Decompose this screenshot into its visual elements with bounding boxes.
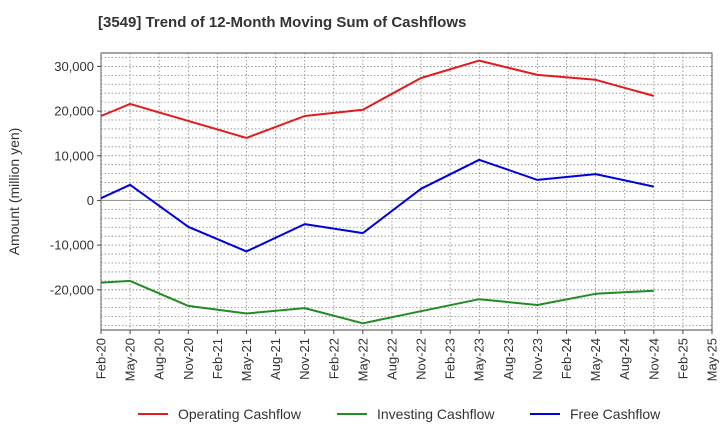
y-axis-title: Amount (million yen) — [6, 128, 22, 256]
x-tick-label: Nov-21 — [297, 338, 312, 380]
x-tick-label: Nov-20 — [181, 338, 196, 380]
series-line — [100, 59, 655, 139]
x-tick-label: Nov-24 — [646, 338, 661, 380]
x-tick-label: Feb-25 — [675, 338, 690, 379]
legend-label: Free Cashflow — [570, 406, 661, 422]
y-tick-label: 30,000 — [54, 59, 94, 74]
x-tick-label: Feb-24 — [559, 338, 574, 379]
y-tick-label: 0 — [87, 193, 94, 208]
x-tick-label: Feb-21 — [210, 338, 225, 379]
y-tick-label: -20,000 — [50, 282, 94, 297]
x-tick-label: Aug-23 — [501, 338, 516, 380]
legend-label: Investing Cashflow — [377, 406, 495, 422]
x-tick-label: Aug-22 — [384, 338, 399, 380]
series-line — [100, 158, 655, 253]
x-tick-label: Aug-24 — [617, 338, 632, 380]
x-tick-label: Feb-23 — [443, 338, 458, 379]
x-tick-label: Aug-20 — [152, 338, 167, 380]
y-tick-label: 10,000 — [54, 148, 94, 163]
series-line — [100, 279, 654, 325]
x-tick-label: May-22 — [355, 338, 370, 381]
chart-title: [3549] Trend of 12-Month Moving Sum of C… — [98, 14, 467, 31]
legend-label: Operating Cashflow — [178, 406, 302, 422]
series-layer — [100, 59, 655, 325]
x-tick-label: Feb-22 — [326, 338, 341, 379]
x-tick-label: Nov-22 — [414, 338, 429, 380]
x-tick-label: May-20 — [123, 338, 138, 381]
x-tick-label: May-24 — [588, 338, 603, 381]
x-tick-label: Feb-20 — [94, 338, 109, 379]
x-tick-label: Nov-23 — [530, 338, 545, 380]
legend: Operating Cashflow Investing Cashflow Free… — [138, 406, 661, 422]
y-tick-label: -10,000 — [50, 238, 94, 253]
x-tick-label: May-23 — [472, 338, 487, 381]
axis-layer: -20,000 -10,000 0 10,000 20,000 30,000 Feb-20 M… — [6, 59, 720, 381]
x-tick-label: May-25 — [705, 338, 720, 381]
x-tick-label: Aug-21 — [268, 338, 283, 380]
grid-layer — [100, 52, 713, 331]
x-tick-label: May-21 — [239, 338, 254, 381]
y-tick-label: 20,000 — [54, 104, 94, 119]
